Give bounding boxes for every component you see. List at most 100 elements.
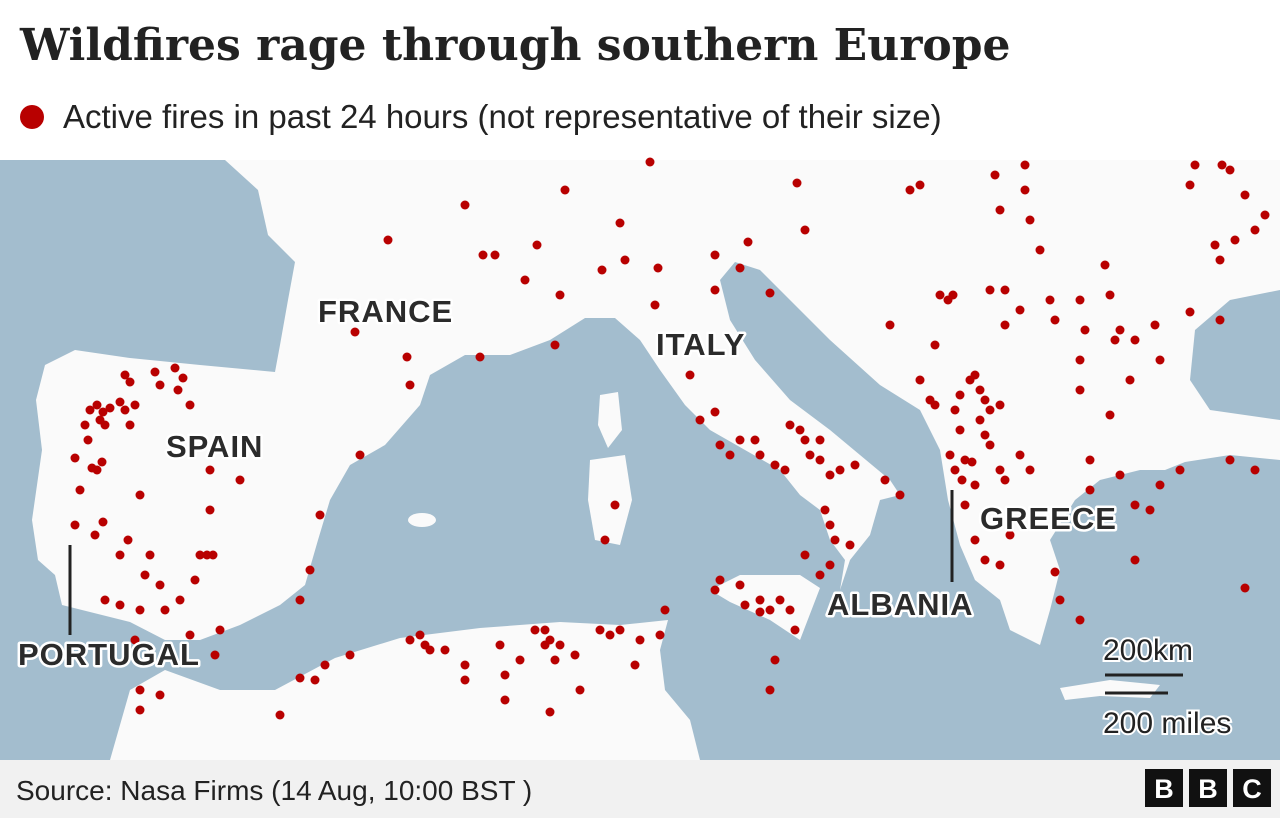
sardinia bbox=[588, 455, 632, 545]
fire-dot bbox=[145, 550, 155, 560]
fire-dot bbox=[645, 157, 655, 167]
country-label: GREECE bbox=[980, 501, 1117, 536]
fire-dot bbox=[995, 560, 1005, 570]
fire-dot bbox=[160, 605, 170, 615]
fire-dot bbox=[605, 630, 615, 640]
fire-dot bbox=[460, 675, 470, 685]
fire-dot bbox=[790, 625, 800, 635]
fire-dot bbox=[100, 420, 110, 430]
fire-dot bbox=[1110, 335, 1120, 345]
fire-dot bbox=[1055, 595, 1065, 605]
fire-dot bbox=[405, 635, 415, 645]
fire-dot bbox=[1217, 160, 1227, 170]
fire-dot bbox=[1190, 160, 1200, 170]
country-label: FRANCE bbox=[318, 294, 453, 329]
fire-dot bbox=[1000, 475, 1010, 485]
fire-dot bbox=[1035, 245, 1045, 255]
fire-dot bbox=[930, 340, 940, 350]
fire-dot bbox=[570, 650, 580, 660]
fire-dot bbox=[735, 263, 745, 273]
fire-dot bbox=[980, 430, 990, 440]
legend-label: Active fires in past 24 hours (not repre… bbox=[63, 98, 942, 135]
fire-dot bbox=[135, 605, 145, 615]
fire-dot bbox=[1215, 255, 1225, 265]
fire-dot bbox=[1185, 180, 1195, 190]
fire-dot bbox=[1115, 325, 1125, 335]
fire-dot bbox=[895, 490, 905, 500]
fire-dot bbox=[815, 435, 825, 445]
fire-dot bbox=[92, 465, 102, 475]
map: FRANCE ITALY SPAIN GREECE ALBANIA PORTUG… bbox=[0, 157, 1280, 760]
fire-dot bbox=[630, 660, 640, 670]
fire-dot bbox=[795, 425, 805, 435]
source: Source: Nasa Firms (14 Aug, 10:00 BST ) bbox=[16, 775, 532, 806]
fire-dot bbox=[120, 370, 130, 380]
fire-dot bbox=[85, 405, 95, 415]
fire-dot bbox=[785, 605, 795, 615]
fire-dot bbox=[500, 670, 510, 680]
fire-dot bbox=[125, 377, 135, 387]
fire-dot bbox=[800, 435, 810, 445]
fire-dot bbox=[75, 485, 85, 495]
fire-dot bbox=[1020, 160, 1030, 170]
fire-dot bbox=[70, 453, 80, 463]
fire-dot bbox=[575, 685, 585, 695]
fire-dot bbox=[815, 570, 825, 580]
fire-dot bbox=[520, 275, 530, 285]
fire-dot bbox=[80, 420, 90, 430]
scale-km-label: 200km bbox=[1103, 634, 1193, 667]
fire-dot bbox=[970, 370, 980, 380]
corsica bbox=[598, 392, 622, 448]
fire-dot bbox=[1050, 315, 1060, 325]
fire-dot bbox=[740, 600, 750, 610]
fire-dot bbox=[125, 420, 135, 430]
fire-dot bbox=[1075, 295, 1085, 305]
fire-dot bbox=[660, 605, 670, 615]
fire-dot bbox=[980, 555, 990, 565]
fire-dot bbox=[770, 655, 780, 665]
fire-dot bbox=[1105, 410, 1115, 420]
logo-box bbox=[1189, 769, 1227, 807]
fire-dot bbox=[178, 373, 188, 383]
fire-dot bbox=[123, 535, 133, 545]
fire-dot bbox=[1085, 455, 1095, 465]
fire-dot bbox=[402, 352, 412, 362]
fire-dot bbox=[405, 380, 415, 390]
fire-dot bbox=[205, 465, 215, 475]
fire-dot bbox=[1025, 215, 1035, 225]
fire-dot bbox=[930, 400, 940, 410]
fire-dot bbox=[97, 457, 107, 467]
fire-dot bbox=[1230, 235, 1240, 245]
fire-dot bbox=[715, 440, 725, 450]
fire-dot bbox=[90, 530, 100, 540]
fire-dot bbox=[915, 375, 925, 385]
fire-dot bbox=[735, 435, 745, 445]
fire-dot bbox=[885, 320, 895, 330]
fire-dot bbox=[1185, 307, 1195, 317]
fire-dot bbox=[115, 600, 125, 610]
fire-dot bbox=[460, 200, 470, 210]
fire-dot bbox=[1075, 615, 1085, 625]
fire-dot bbox=[83, 435, 93, 445]
fire-dot bbox=[755, 607, 765, 617]
fire-dot bbox=[532, 240, 542, 250]
fire-dot bbox=[1050, 567, 1060, 577]
fire-dot bbox=[635, 635, 645, 645]
black-sea bbox=[1190, 290, 1280, 420]
balearics bbox=[408, 513, 436, 527]
fire-dot bbox=[710, 285, 720, 295]
fire-dot bbox=[948, 290, 958, 300]
fire-dot bbox=[780, 465, 790, 475]
fire-dot bbox=[350, 327, 360, 337]
country-label: SPAIN bbox=[166, 429, 263, 464]
fire-dot bbox=[620, 255, 630, 265]
fire-dot bbox=[140, 570, 150, 580]
fire-dot bbox=[915, 180, 925, 190]
fire-dot bbox=[685, 370, 695, 380]
header-background bbox=[0, 0, 1280, 160]
fire-dot bbox=[1005, 530, 1015, 540]
scale-miles-label: 200 miles bbox=[1103, 707, 1231, 740]
fire-dot bbox=[1085, 485, 1095, 495]
fire-dot bbox=[600, 535, 610, 545]
fire-dot bbox=[560, 185, 570, 195]
